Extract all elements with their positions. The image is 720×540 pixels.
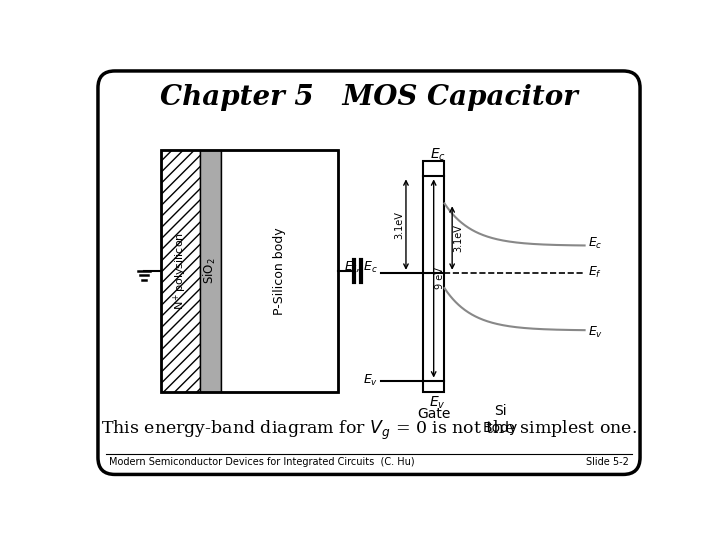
Text: P-Silicon body: P-Silicon body	[273, 227, 286, 315]
Text: This energy-band diagram for $\mathit{V}_g$ = 0 is not the simplest one.: This energy-band diagram for $\mathit{V}…	[101, 419, 637, 442]
Text: 9 eV: 9 eV	[435, 267, 445, 289]
Text: SiO$_2$: SiO$_2$	[202, 258, 218, 284]
Text: Gate: Gate	[417, 408, 451, 421]
Bar	[221, 150, 338, 392]
Text: $E_f$, $E_c$: $E_f$, $E_c$	[344, 259, 378, 274]
Text: $E_f$: $E_f$	[588, 265, 603, 280]
Bar	[199, 150, 221, 392]
Text: $E_v$: $E_v$	[429, 394, 446, 411]
Text: Si
Body: Si Body	[483, 403, 518, 435]
Text: Modern Semiconductor Devices for Integrated Circuits  (C. Hu): Modern Semiconductor Devices for Integra…	[109, 457, 415, 467]
FancyBboxPatch shape	[98, 71, 640, 475]
Text: $E_v$: $E_v$	[363, 373, 378, 388]
Text: Slide 5-2: Slide 5-2	[586, 457, 629, 467]
Bar	[161, 150, 199, 392]
Text: N$^+$polysilicon: N$^+$polysilicon	[171, 232, 189, 310]
Text: 3.1eV: 3.1eV	[395, 211, 405, 239]
Text: 3.1eV: 3.1eV	[454, 224, 464, 252]
Text: Chapter 5   MOS Capacitor: Chapter 5 MOS Capacitor	[160, 84, 578, 111]
Bar	[423, 161, 444, 392]
Text: $E_v$: $E_v$	[588, 325, 603, 340]
Text: $E_c$: $E_c$	[588, 235, 603, 251]
Text: $E_c$: $E_c$	[430, 146, 446, 163]
Bar	[161, 150, 338, 392]
